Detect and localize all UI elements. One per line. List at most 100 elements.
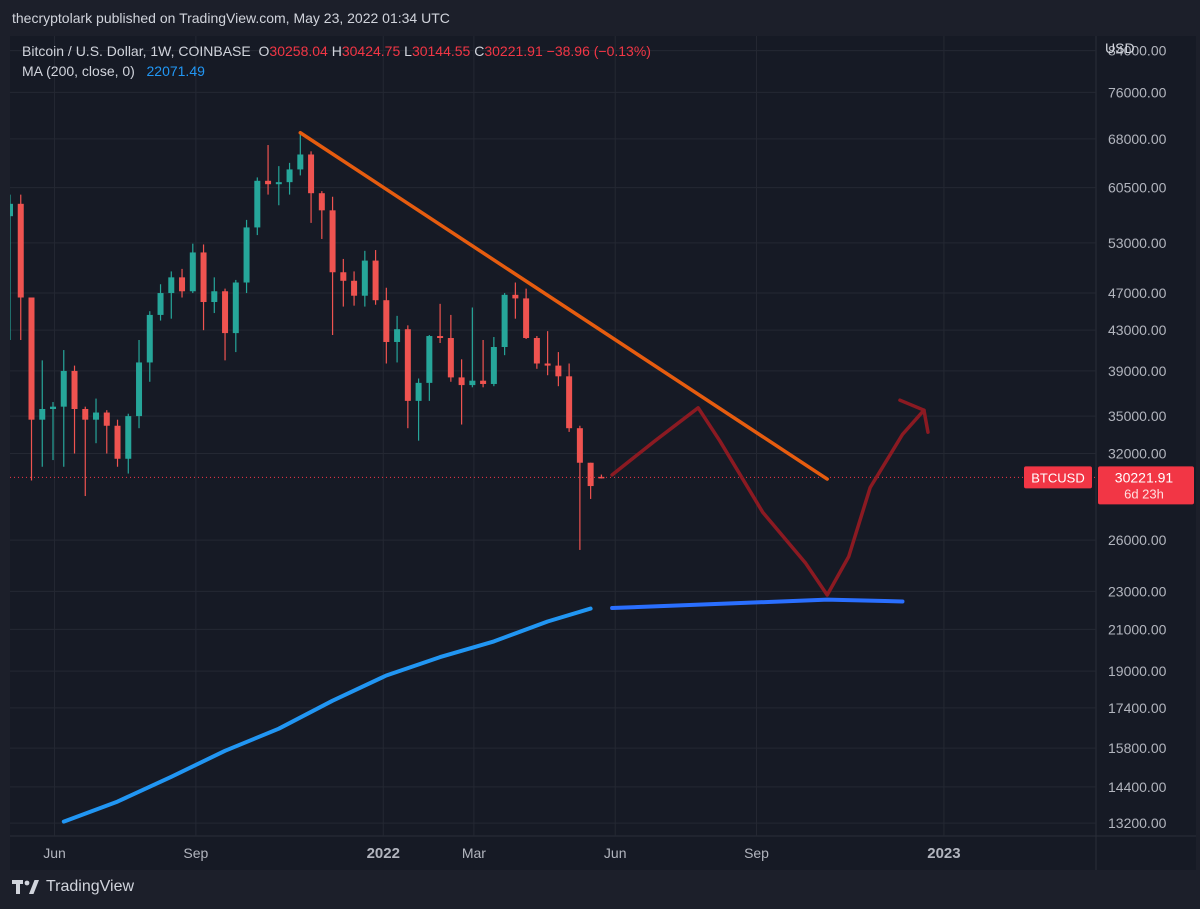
- candle-body: [372, 260, 379, 301]
- price-tick-label: 26000.00: [1108, 532, 1167, 548]
- ma-projection-drawing: [610, 597, 905, 610]
- legend-symbol[interactable]: Bitcoin / U.S. Dollar, 1W, COINBASE: [22, 43, 251, 59]
- candle-body: [157, 293, 164, 315]
- candle-body: [114, 425, 121, 459]
- header-bar: thecryptolark published on TradingView.c…: [0, 0, 1200, 36]
- price-tick-label: 35000.00: [1108, 408, 1167, 424]
- candle-body: [512, 294, 519, 299]
- time-tick-label: 2022: [367, 845, 400, 862]
- candle-body: [523, 298, 530, 339]
- candle-body: [501, 294, 508, 348]
- plot-area: [10, 36, 1096, 836]
- candle-body: [437, 336, 444, 339]
- candle-body: [189, 252, 196, 292]
- candle-body: [533, 338, 540, 364]
- symbol-tag-label: BTCUSD: [1031, 470, 1084, 485]
- price-tag-countdown: 6d 23h: [1124, 486, 1164, 501]
- price-tick-label: 19000.00: [1108, 663, 1167, 679]
- candle-body: [394, 329, 401, 342]
- candle-body: [17, 203, 24, 298]
- candle-body: [555, 365, 562, 377]
- candle-body: [146, 314, 153, 363]
- price-tick-label: 17400.00: [1108, 700, 1167, 716]
- price-tick-label: 60500.00: [1108, 180, 1167, 196]
- time-tick-label: 2023: [927, 845, 960, 862]
- candle-body: [50, 406, 57, 410]
- symbol-tag-bg: [1024, 466, 1092, 489]
- tradingview-icon: [12, 880, 39, 894]
- candle-body: [480, 380, 487, 384]
- candle-body: [426, 336, 433, 383]
- candle-body: [232, 282, 239, 334]
- candle-body: [39, 409, 46, 420]
- price-tick-label: 68000.00: [1108, 131, 1167, 147]
- footer-bar: [0, 870, 1200, 909]
- candle-body: [469, 380, 476, 386]
- candle-body: [7, 203, 13, 217]
- candle-body: [200, 252, 207, 303]
- legend-close-value: 30221.91: [484, 43, 543, 59]
- legend-close-label: C: [474, 43, 485, 59]
- price-tick-label: 84000.00: [1108, 43, 1167, 59]
- chart-pane[interactable]: 84000.00 76000.00 68000.00 60500.00 53000.00…: [7, 36, 1196, 870]
- price-chart[interactable]: 84000.00 76000.00 68000.00 60500.00 53000.00…: [7, 36, 1196, 870]
- legend-low-label: L: [404, 43, 412, 59]
- tradingview-brand: TradingView: [46, 878, 135, 895]
- legend-ma: MA (200, close, 0) 22071.49: [22, 63, 205, 79]
- price-tick-label: 32000.00: [1108, 446, 1167, 462]
- candle-body: [211, 291, 218, 303]
- time-tick-label: Sep: [183, 845, 208, 861]
- time-tick-label: Mar: [462, 845, 486, 861]
- price-tick-label: 53000.00: [1108, 235, 1167, 251]
- candle-body: [351, 280, 358, 296]
- candle-body: [587, 462, 594, 487]
- candle-body: [82, 409, 89, 420]
- currency-label[interactable]: USD: [1105, 40, 1135, 56]
- candle-body: [243, 227, 250, 283]
- price-tick-label: 15800.00: [1108, 740, 1167, 756]
- candle-body: [179, 277, 186, 292]
- candle-body: [275, 182, 282, 185]
- candle-body: [265, 180, 272, 185]
- tradingview-logo[interactable]: TradingView: [12, 878, 134, 896]
- price-tick-label: 47000.00: [1108, 285, 1167, 301]
- time-tick-label: Jun: [604, 845, 627, 861]
- candle-body: [544, 363, 551, 366]
- candle-body: [93, 412, 100, 420]
- candle-body: [136, 362, 143, 417]
- candle-body: [329, 210, 336, 273]
- time-tick-label: Jun: [43, 845, 66, 861]
- candle-body: [254, 180, 261, 228]
- candle-body: [383, 300, 390, 342]
- price-tick-label: 39000.00: [1108, 363, 1167, 379]
- price-tag-bg: [1098, 466, 1194, 505]
- candle-body: [566, 376, 573, 429]
- legend-ohlc: Bitcoin / U.S. Dollar, 1W, COINBASE O302…: [22, 43, 651, 59]
- candle-body: [340, 272, 347, 281]
- price-tick-label: 76000.00: [1108, 84, 1167, 100]
- candle-body: [308, 154, 315, 194]
- legend-high-value: 30424.75: [341, 43, 401, 59]
- price-tick-label: 21000.00: [1108, 621, 1167, 637]
- projection-drawing-path: [610, 406, 926, 597]
- candle-body: [286, 169, 293, 183]
- price-tick-label: 14400.00: [1108, 779, 1167, 795]
- candle-body: [28, 297, 35, 420]
- time-tick-label: Sep: [744, 845, 769, 861]
- candle-body: [103, 412, 110, 426]
- candle-body: [415, 382, 422, 401]
- projection-arrowhead: [898, 398, 930, 434]
- candle-body: [297, 154, 304, 170]
- candle-body: [168, 277, 175, 294]
- price-tick-label: 13200.00: [1108, 815, 1167, 831]
- candle-body: [125, 416, 132, 459]
- candle-body: [318, 193, 325, 211]
- published-info: thecryptolark published on TradingView.c…: [12, 10, 450, 26]
- ma-200-line: [61, 606, 593, 824]
- legend-ma-value: 22071.49: [146, 63, 205, 79]
- legend-open-label: O: [258, 43, 270, 59]
- legend-ma-label[interactable]: MA (200, close, 0): [22, 63, 135, 79]
- legend-open-value: 30258.04: [269, 43, 328, 59]
- candle-body: [222, 291, 229, 334]
- candle-body: [576, 428, 583, 463]
